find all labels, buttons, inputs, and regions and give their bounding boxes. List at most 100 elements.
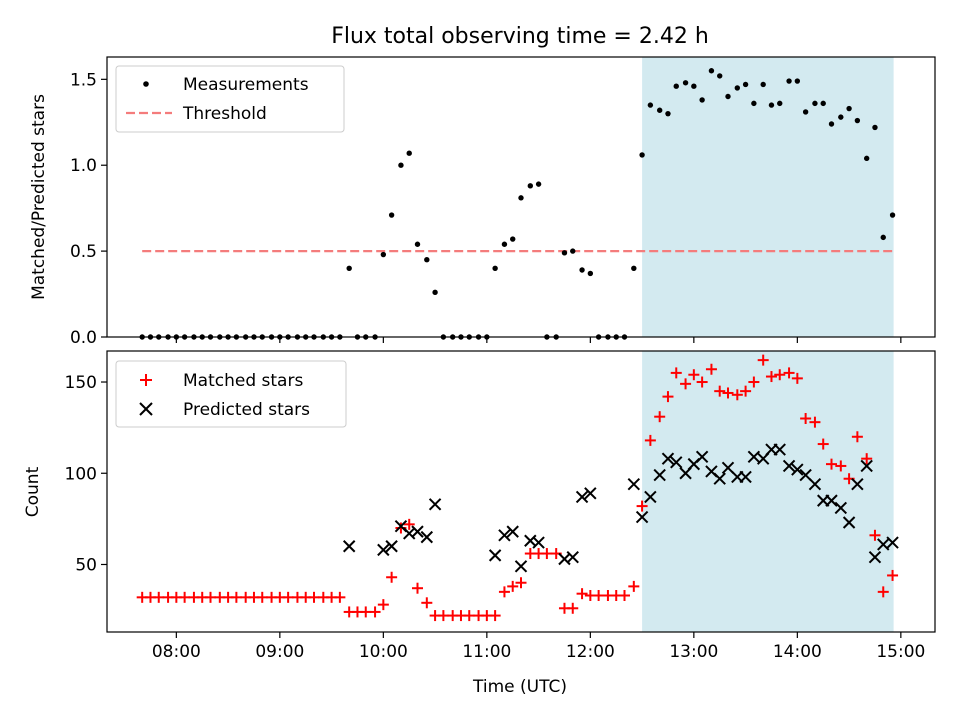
predicted-star-point [661, 452, 675, 465]
predicted-star-point [773, 443, 786, 456]
predicted-star-point [721, 461, 735, 474]
legend-predicted-label: Predicted stars [183, 400, 310, 420]
measurement-point [820, 100, 826, 107]
bottom-panel-y-ticks: 50 100 150 [65, 373, 107, 575]
measurement-point [647, 102, 654, 108]
matched-star-point [567, 602, 579, 614]
predicted-star-point [342, 540, 356, 553]
predicted-star-point [670, 456, 683, 469]
matched-star-point [654, 411, 666, 423]
matched-star-point [851, 431, 863, 443]
measurement-point [682, 80, 689, 86]
matched-star-point [809, 416, 821, 428]
predicted-star-point [791, 463, 804, 476]
measurement-point [346, 265, 352, 271]
x-tick-label: 15:00 [876, 642, 925, 662]
x-tick-label: 11:00 [462, 642, 511, 662]
y-tick-label: 50 [75, 555, 97, 575]
predicted-star-point [635, 510, 649, 524]
measurement-point [570, 248, 576, 254]
matched-star-point [705, 363, 717, 375]
predicted-star-point [886, 536, 899, 549]
predicted-star-point [644, 490, 657, 504]
matched-star-point [541, 548, 553, 560]
matched-star-point [765, 371, 777, 383]
top-panel-legend: Measurements Threshold [115, 65, 345, 133]
measurement-point [380, 251, 387, 258]
measurement-point [492, 265, 498, 271]
predicted-star-point [584, 487, 597, 500]
x-tick-label: 12:00 [566, 642, 615, 662]
legend-measurements-label: Measurements [183, 75, 309, 95]
measurement-point [872, 124, 878, 131]
measurement-point [838, 114, 844, 120]
matched-star-point [791, 372, 803, 384]
y-tick-label: 100 [65, 464, 97, 484]
matched-star-point [334, 591, 346, 603]
matched-star-point [308, 591, 320, 603]
measurement-point [717, 73, 723, 79]
measurement-point [828, 121, 835, 127]
measurement-point [579, 267, 585, 273]
measurement-point [631, 265, 637, 271]
matched-star-point [826, 458, 837, 470]
top-panel-y-axis-label: Matched/Predicted stars [29, 94, 49, 300]
measurement-point [561, 250, 568, 256]
measurement-point [665, 110, 671, 117]
predicted-star-point [532, 536, 545, 549]
measurement-point [691, 83, 697, 89]
matched-star-point [757, 354, 769, 366]
top-panel-frame [106, 56, 936, 338]
matched-star-point [748, 376, 760, 388]
top-panel-shaded-region [642, 57, 894, 337]
bottom-panel-shaded-region [642, 351, 894, 632]
matched-star-point [369, 606, 381, 618]
predicted-star-point [411, 525, 424, 538]
matched-star-point [722, 387, 734, 399]
matched-star-point [489, 610, 501, 622]
predicted-star-point [498, 529, 511, 542]
legend-predicted-marker [139, 402, 153, 416]
measurement-point [777, 100, 783, 107]
matched-star-point [869, 529, 881, 541]
predicted-star-point [713, 472, 726, 485]
measurement-point [388, 212, 395, 218]
matched-star-point [619, 590, 630, 602]
predicted-star-point [842, 516, 856, 529]
measurement-point [501, 241, 508, 247]
y-tick-label: 1.0 [70, 156, 97, 176]
matched-star-point [887, 569, 899, 581]
predicted-star-point [808, 477, 822, 491]
matched-star-point [861, 453, 873, 465]
predicted-star-point [877, 538, 890, 551]
bottom-panel-frame [106, 350, 936, 633]
matched-star-point [783, 367, 795, 379]
legend-matched-marker [140, 374, 152, 386]
matched-star-point [230, 591, 242, 603]
matched-star-point [256, 591, 268, 603]
measurement-point [639, 152, 645, 158]
matched-star-point [731, 389, 743, 401]
matched-star-point [628, 580, 640, 592]
matched-star-point [662, 391, 674, 403]
measurement-point [812, 100, 818, 107]
matched-star-point [515, 577, 527, 589]
top-panel: 0.0 0.5 1.0 1.5 Matched/Predicted stars Mea… [29, 56, 936, 348]
matched-star-point [877, 586, 889, 598]
measurement-point [398, 162, 404, 168]
matched-star-point [636, 500, 648, 512]
bottom-panel-points [136, 354, 899, 622]
predicted-star-point [514, 560, 528, 573]
bottom-panel-legend: Matched stars Predicted stars [115, 360, 347, 428]
measurement-point [673, 83, 679, 89]
matched-star-point [800, 413, 812, 425]
measurement-point [760, 81, 766, 88]
matched-star-point [282, 591, 294, 603]
predicted-star-point [506, 525, 519, 538]
y-tick-label: 0.5 [70, 242, 97, 262]
predicted-star-point [747, 450, 761, 464]
bottom-panel-x-axis-label: Time (UTC) [472, 677, 567, 697]
x-tick-label: 09:00 [255, 642, 304, 662]
predicted-star-point [799, 468, 812, 482]
